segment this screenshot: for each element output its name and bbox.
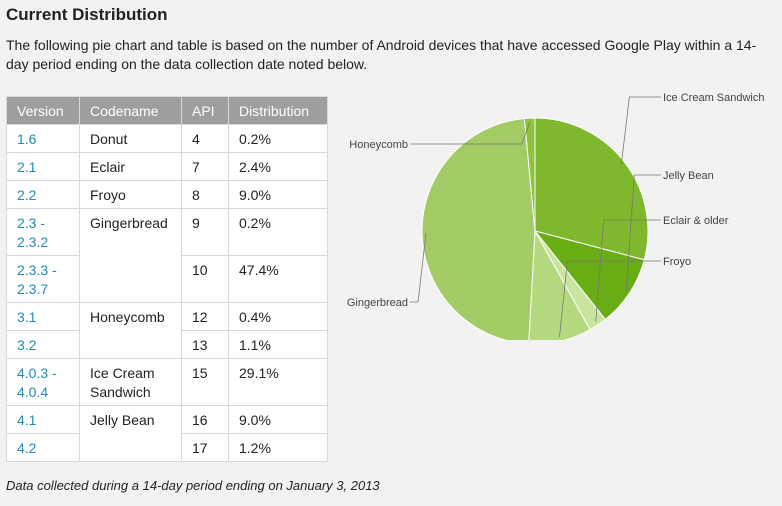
pie-slice-honeycomb	[523, 117, 536, 232]
api-cell: 13	[181, 330, 229, 359]
api-cell: 7	[181, 152, 229, 181]
version-link[interactable]: 3.1	[6, 302, 80, 331]
api-cell: 15	[181, 358, 229, 406]
header-distribution: Distribution	[228, 96, 328, 125]
api-cell: 10	[181, 255, 229, 303]
pie-slice-gingerbread	[421, 117, 536, 340]
api-cell: 16	[181, 405, 229, 434]
table-header-row: Version Codename API Distribution	[6, 96, 328, 125]
distribution-cell: 1.1%	[228, 330, 328, 359]
table-row: 1.6 Donut 4 0.2%	[6, 124, 328, 153]
api-cell: 17	[181, 433, 229, 462]
api-cell: 8	[181, 180, 229, 209]
codename-cell: Gingerbread	[79, 208, 182, 303]
intro-text: The following pie chart and table is bas…	[6, 37, 757, 72]
slice-label: Honeycomb	[349, 139, 408, 151]
slice-label: Jelly Bean	[663, 170, 714, 182]
distribution-cell: 1.2%	[228, 433, 328, 462]
header-codename: Codename	[79, 96, 182, 125]
version-link[interactable]: 2.3 - 2.3.2	[6, 208, 80, 256]
table-row: 3.1 Honeycomb 12 0.4%	[6, 302, 328, 359]
page-title: Current Distribution	[6, 5, 168, 24]
codename-cell: Honeycomb	[79, 302, 182, 359]
table-row: 2.3.3 - 2.3.7 10 47.4%	[6, 255, 328, 303]
leader-line	[410, 121, 531, 145]
distribution-cell: 0.2%	[228, 208, 328, 256]
table-row: 2.1 Eclair 7 2.4%	[6, 152, 328, 181]
leader-line	[620, 96, 661, 165]
table-row: 4.1 Jelly Bean 16 9.0%	[6, 405, 328, 462]
distribution-cell: 9.0%	[228, 405, 328, 434]
version-link[interactable]: 1.6	[6, 124, 80, 153]
distribution-cell: 29.1%	[228, 358, 328, 406]
data-collection-note: Data collected during a 14-day period en…	[6, 478, 380, 493]
api-cell: 12	[181, 302, 229, 331]
version-link[interactable]: 2.2	[6, 180, 80, 209]
distribution-cell: 0.2%	[228, 124, 328, 153]
distribution-cell: 9.0%	[228, 180, 328, 209]
slice-label: Eclair & older	[663, 215, 729, 227]
distribution-pie-chart: Ice Cream Sandwich Jelly Bean Eclair & old…	[347, 92, 765, 340]
codename-cell: Eclair	[79, 152, 182, 181]
distribution-cell: 0.4%	[228, 302, 328, 331]
leader-line	[625, 174, 661, 291]
codename-cell: Jelly Bean	[79, 405, 182, 462]
version-link[interactable]: 2.3.3 - 2.3.7	[6, 255, 80, 303]
pie-slice-froyo	[528, 229, 591, 340]
slice-label: Ice Cream Sandwich	[663, 92, 765, 104]
header-version: Version	[6, 96, 80, 125]
version-link[interactable]: 2.1	[6, 152, 80, 181]
table-row: 4.2 17 1.2%	[6, 433, 328, 462]
distribution-cell: 2.4%	[228, 152, 328, 181]
api-cell: 4	[181, 124, 229, 153]
pie-slice-ice-cream-sandwich	[534, 117, 649, 261]
codename-cell: Ice Cream Sandwich	[79, 358, 182, 406]
api-cell: 9	[181, 208, 229, 256]
version-link[interactable]: 4.2	[6, 433, 80, 462]
slice-label: Froyo	[663, 256, 691, 268]
distribution-table: Version Codename API Distribution 1.6 Do…	[6, 96, 328, 462]
leader-line	[595, 219, 661, 322]
leader-line	[559, 260, 661, 338]
slice-label: Gingerbread	[347, 297, 408, 309]
distribution-cell: 47.4%	[228, 255, 328, 303]
codename-cell: Froyo	[79, 180, 182, 209]
leader-line	[410, 233, 427, 303]
table-row: 2.3 - 2.3.2 Gingerbread 9 0.2%	[6, 208, 328, 303]
table-row: 4.0.3 - 4.0.4 Ice Cream Sandwich 15 29.1…	[6, 358, 328, 406]
codename-cell: Donut	[79, 124, 182, 153]
table-row: 2.2 Froyo 8 9.0%	[6, 180, 328, 209]
header-api: API	[181, 96, 229, 125]
version-link[interactable]: 4.1	[6, 405, 80, 434]
version-link[interactable]: 4.0.3 - 4.0.4	[6, 358, 80, 406]
version-link[interactable]: 3.2	[6, 330, 80, 359]
